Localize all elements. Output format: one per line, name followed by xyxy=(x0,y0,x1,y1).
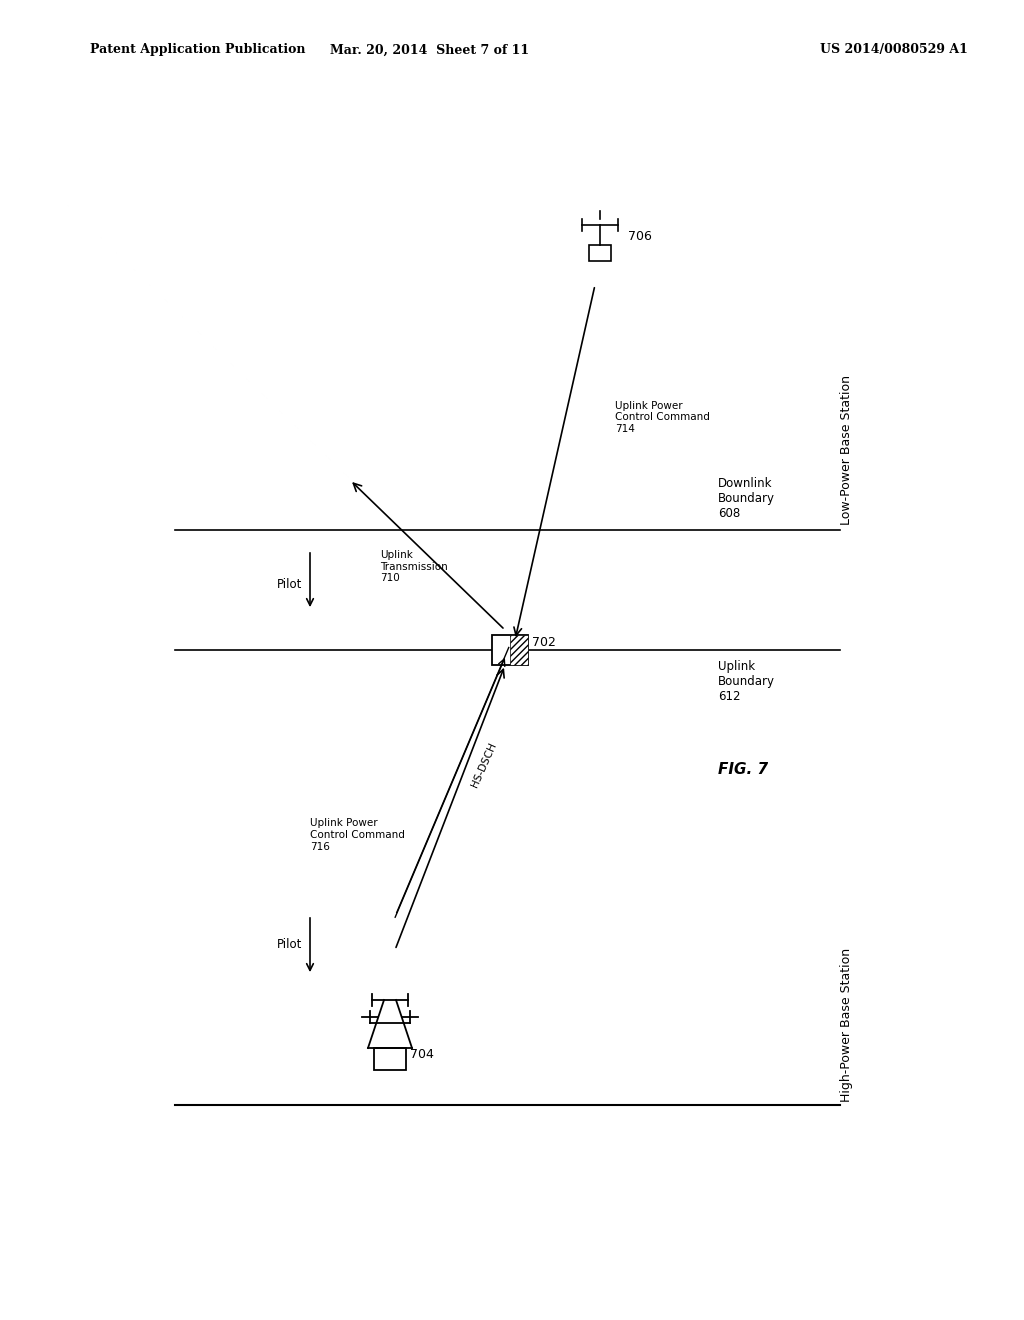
Text: High-Power Base Station: High-Power Base Station xyxy=(840,948,853,1102)
Bar xyxy=(589,246,611,261)
Text: Pilot: Pilot xyxy=(276,578,302,591)
Text: Uplink
Boundary
612: Uplink Boundary 612 xyxy=(718,660,775,704)
Bar xyxy=(492,635,528,665)
Text: 704: 704 xyxy=(410,1048,434,1061)
Text: US 2014/0080529 A1: US 2014/0080529 A1 xyxy=(820,44,968,57)
Text: Mar. 20, 2014  Sheet 7 of 11: Mar. 20, 2014 Sheet 7 of 11 xyxy=(331,44,529,57)
Text: FIG. 7: FIG. 7 xyxy=(718,763,768,777)
Text: Patent Application Publication: Patent Application Publication xyxy=(90,44,305,57)
Bar xyxy=(374,1048,406,1071)
Text: 706: 706 xyxy=(628,231,652,243)
Text: Downlink
Boundary
608: Downlink Boundary 608 xyxy=(718,477,775,520)
Text: Uplink Power
Control Command
716: Uplink Power Control Command 716 xyxy=(310,818,404,851)
Text: HS-DSCH: HS-DSCH xyxy=(470,741,499,789)
Text: Uplink Power
Control Command
714: Uplink Power Control Command 714 xyxy=(615,401,710,434)
Bar xyxy=(510,635,528,665)
Text: Pilot: Pilot xyxy=(276,939,302,952)
Text: Uplink
Transmission
710: Uplink Transmission 710 xyxy=(380,550,447,583)
Text: Low-Power Base Station: Low-Power Base Station xyxy=(840,375,853,525)
Text: 702: 702 xyxy=(532,635,556,648)
